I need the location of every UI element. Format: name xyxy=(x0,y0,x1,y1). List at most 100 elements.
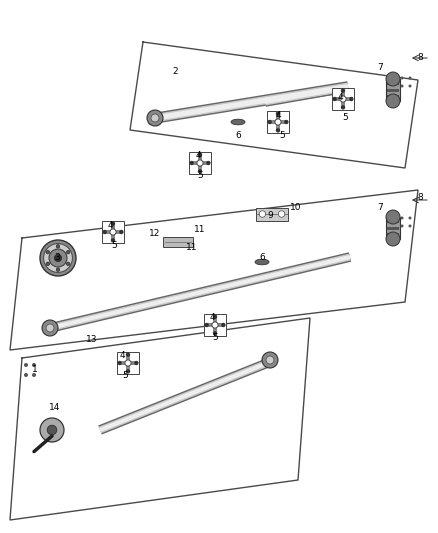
Circle shape xyxy=(341,88,345,93)
Circle shape xyxy=(400,216,403,220)
Circle shape xyxy=(102,230,107,234)
Text: 2: 2 xyxy=(172,68,178,77)
Circle shape xyxy=(213,314,217,319)
Text: 1: 1 xyxy=(32,366,38,375)
Circle shape xyxy=(400,85,403,87)
Circle shape xyxy=(40,418,64,442)
Text: 11: 11 xyxy=(186,244,198,253)
Circle shape xyxy=(409,77,411,79)
Text: 6: 6 xyxy=(259,254,265,262)
Circle shape xyxy=(66,251,70,254)
Circle shape xyxy=(54,254,62,262)
Circle shape xyxy=(198,152,202,157)
Bar xyxy=(207,323,223,327)
Circle shape xyxy=(56,268,60,271)
Circle shape xyxy=(332,97,337,101)
Circle shape xyxy=(259,211,266,217)
Ellipse shape xyxy=(231,119,245,125)
Bar xyxy=(198,155,202,172)
Bar xyxy=(105,230,121,234)
Text: 5: 5 xyxy=(212,333,218,342)
Circle shape xyxy=(279,211,285,217)
Circle shape xyxy=(125,360,131,366)
Bar xyxy=(192,161,208,165)
Bar xyxy=(189,152,211,174)
Circle shape xyxy=(340,96,346,102)
Circle shape xyxy=(400,224,403,228)
Text: 4: 4 xyxy=(107,221,113,230)
Text: 5: 5 xyxy=(111,240,117,249)
Text: 6: 6 xyxy=(235,131,241,140)
Circle shape xyxy=(111,238,115,243)
Text: 5: 5 xyxy=(342,114,348,123)
Circle shape xyxy=(119,230,124,234)
Circle shape xyxy=(212,322,218,328)
Text: 4: 4 xyxy=(195,150,201,159)
Circle shape xyxy=(147,110,163,126)
Text: 14: 14 xyxy=(49,403,61,413)
Text: 5: 5 xyxy=(279,131,285,140)
Text: 8: 8 xyxy=(417,193,423,203)
Circle shape xyxy=(47,425,57,435)
Bar xyxy=(126,354,130,372)
Bar xyxy=(387,233,399,236)
Text: 7: 7 xyxy=(377,204,383,213)
Bar xyxy=(386,79,400,101)
Text: 5: 5 xyxy=(197,171,203,180)
Text: 8: 8 xyxy=(417,53,423,62)
Circle shape xyxy=(284,120,289,124)
Circle shape xyxy=(110,229,116,235)
Circle shape xyxy=(24,373,28,377)
Bar xyxy=(387,95,399,98)
Circle shape xyxy=(266,356,274,364)
Circle shape xyxy=(44,244,72,272)
Text: 3: 3 xyxy=(54,254,60,262)
Bar xyxy=(120,361,136,365)
Circle shape xyxy=(268,120,272,124)
Circle shape xyxy=(46,251,49,254)
Circle shape xyxy=(197,160,203,166)
Circle shape xyxy=(276,128,280,133)
Circle shape xyxy=(46,324,54,332)
Bar xyxy=(204,314,226,336)
Circle shape xyxy=(117,361,122,365)
Circle shape xyxy=(151,114,159,122)
Circle shape xyxy=(205,323,209,327)
Text: 11: 11 xyxy=(194,225,206,235)
Circle shape xyxy=(190,161,194,165)
Circle shape xyxy=(386,94,400,108)
Circle shape xyxy=(126,352,130,357)
Bar xyxy=(387,220,399,223)
Bar xyxy=(387,82,399,85)
Bar xyxy=(332,88,354,110)
Text: 7: 7 xyxy=(377,63,383,72)
Text: 13: 13 xyxy=(86,335,98,344)
Circle shape xyxy=(386,72,400,86)
Circle shape xyxy=(24,363,28,367)
Circle shape xyxy=(32,363,36,367)
Text: 5: 5 xyxy=(122,370,128,379)
Bar xyxy=(276,114,280,131)
Circle shape xyxy=(409,216,411,220)
Circle shape xyxy=(409,224,411,228)
Bar xyxy=(213,317,217,333)
Circle shape xyxy=(46,262,49,265)
Bar xyxy=(267,111,289,133)
Circle shape xyxy=(134,361,138,365)
Circle shape xyxy=(386,210,400,224)
Circle shape xyxy=(276,111,280,116)
Circle shape xyxy=(275,119,281,125)
Bar xyxy=(387,88,399,92)
Circle shape xyxy=(198,169,202,174)
Bar xyxy=(386,217,400,239)
Bar xyxy=(341,91,345,107)
Bar xyxy=(256,207,288,221)
Circle shape xyxy=(56,245,60,248)
Bar xyxy=(270,120,286,124)
Text: 12: 12 xyxy=(149,230,161,238)
Circle shape xyxy=(206,161,211,165)
Circle shape xyxy=(213,331,217,336)
Circle shape xyxy=(40,240,76,276)
Circle shape xyxy=(49,249,67,267)
Bar xyxy=(163,237,193,247)
